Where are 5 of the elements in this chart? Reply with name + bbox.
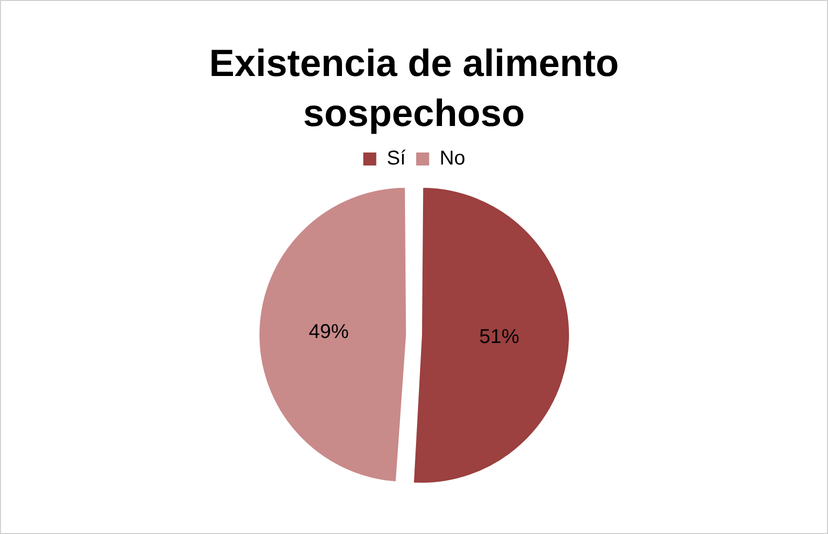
data-label: 51%	[479, 326, 520, 348]
legend-label: Sí	[386, 148, 406, 170]
legend-label: No	[440, 148, 466, 170]
chart-title: Existencia de alimento sospechoso	[208, 42, 620, 137]
data-label: 49%	[308, 320, 350, 343]
